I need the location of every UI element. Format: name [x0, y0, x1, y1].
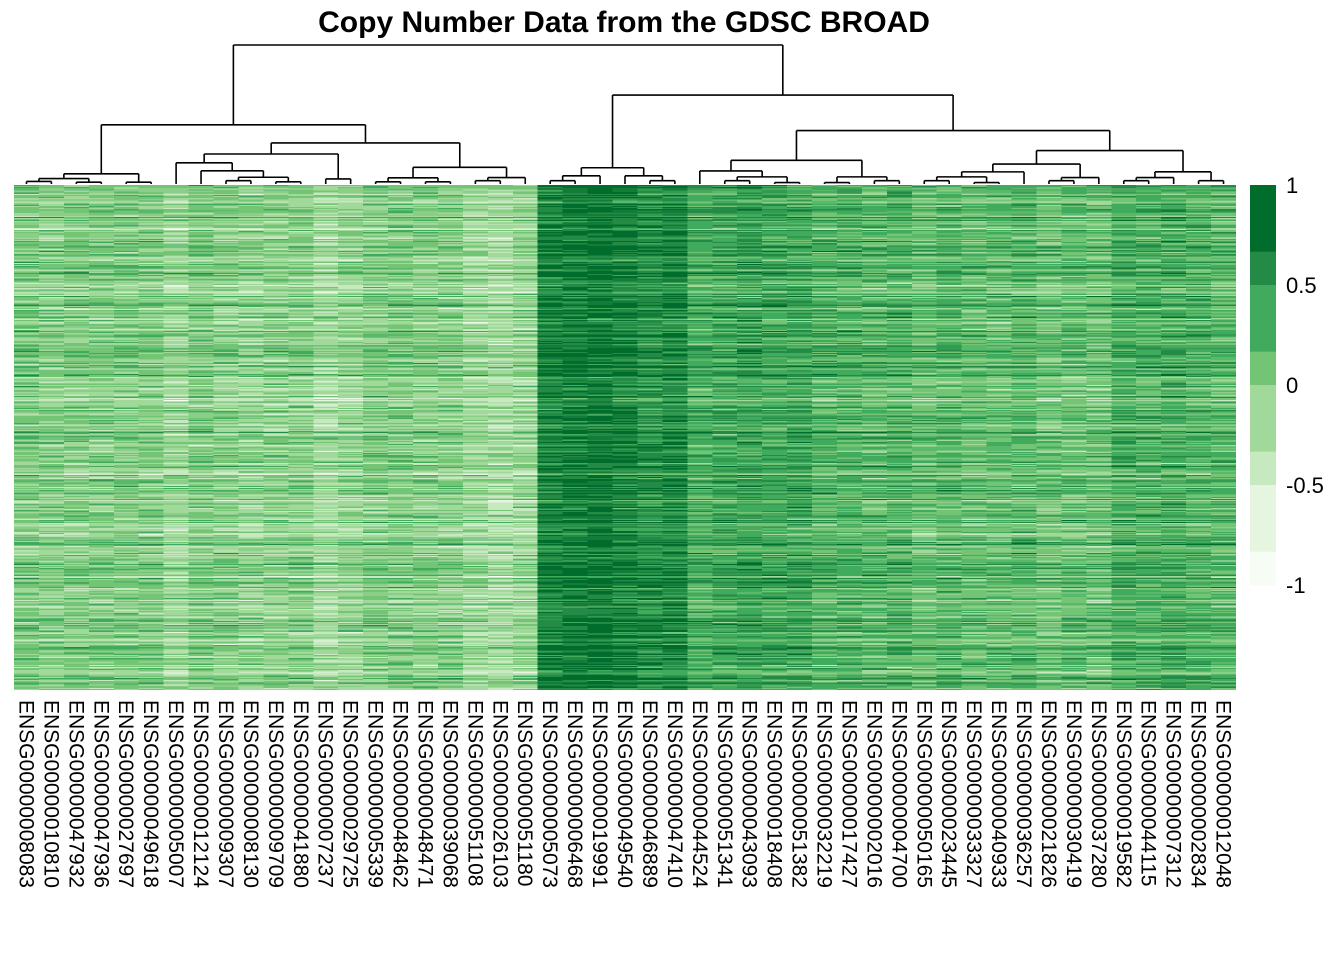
column-label: ENSG00000047932 [64, 700, 87, 888]
heatmap-cells-image [14, 185, 1236, 690]
column-label: ENSG00000021826 [1037, 700, 1060, 888]
column-label: ENSG00000046889 [638, 700, 661, 888]
colorbar-segment [1250, 318, 1276, 353]
column-label: ENSG00000010810 [39, 700, 62, 888]
column-label: ENSG00000044115 [1137, 700, 1160, 886]
column-label: ENSG00000048471 [413, 700, 436, 888]
column-label: ENSG00000050165 [912, 700, 935, 888]
column-label: ENSG00000051108 [463, 700, 486, 886]
column-dendrogram [25, 44, 1225, 184]
column-label: ENSG00000040933 [987, 700, 1010, 888]
column-label: ENSG00000029725 [339, 700, 362, 888]
column-label: ENSG00000002016 [862, 700, 885, 888]
column-labels: ENSG00000008083 ENSG00000010810 ENSG000000… [14, 700, 1234, 888]
colorbar-segment [1250, 218, 1276, 253]
column-label: ENSG00000047936 [89, 700, 112, 888]
column-label: ENSG00000007237 [314, 700, 337, 888]
colorbar-segment [1250, 518, 1276, 553]
colorbar-segment [1250, 451, 1276, 486]
column-label: ENSG00000051180 [513, 700, 536, 886]
column-label: ENSG00000027697 [114, 700, 137, 888]
column-label: ENSG00000017427 [837, 700, 860, 888]
column-label: ENSG00000005339 [364, 700, 387, 888]
column-label: ENSG00000012048 [1212, 700, 1235, 888]
column-label: ENSG00000047410 [663, 700, 686, 888]
colorbar-tick-label: -0.5 [1286, 473, 1324, 498]
colorbar-tick-label: 0 [1286, 373, 1298, 398]
column-label: ENSG00000005007 [164, 700, 187, 888]
column-label: ENSG00000002834 [1187, 700, 1210, 888]
column-label: ENSG00000023445 [937, 700, 960, 888]
column-label: ENSG00000033327 [962, 700, 985, 888]
colorbar-legend: 1 0.5 0 -0.5 -1 [1250, 173, 1324, 598]
chart-title: Copy Number Data from the GDSC BROAD [318, 6, 930, 39]
column-label: ENSG00000043093 [738, 700, 761, 888]
column-label: ENSG00000006468 [563, 700, 586, 888]
column-label: ENSG00000051341 [713, 700, 736, 888]
column-label: ENSG00000004700 [887, 700, 910, 888]
heatmap-grid [14, 185, 1236, 690]
column-label: ENSG00000012124 [189, 700, 212, 888]
colorbar-tick-label: -1 [1286, 573, 1306, 598]
column-label: ENSG00000008130 [239, 700, 262, 888]
column-label: ENSG00000049540 [613, 700, 636, 888]
colorbar-segment [1250, 285, 1276, 319]
column-label: ENSG00000032219 [813, 700, 836, 888]
column-label: ENSG00000030419 [1062, 700, 1085, 888]
column-label: ENSG00000037280 [1087, 700, 1110, 888]
column-label: ENSG00000007312 [1162, 700, 1185, 888]
column-label: ENSG00000049618 [139, 700, 162, 888]
colorbar-segment [1250, 551, 1276, 586]
column-label: ENSG00000019582 [1112, 700, 1135, 888]
colorbar-segment [1250, 351, 1276, 386]
colorbar-tick-label: 1 [1286, 173, 1298, 198]
colorbar-segment [1250, 251, 1276, 286]
column-label: ENSG00000009307 [214, 700, 237, 888]
colorbar-segment [1250, 418, 1276, 453]
column-label: ENSG00000005073 [538, 700, 561, 888]
colorbar-segment [1250, 485, 1276, 519]
column-label: ENSG00000008083 [14, 700, 37, 888]
column-label: ENSG00000036257 [1012, 700, 1035, 888]
column-label: ENSG00000048462 [389, 700, 412, 888]
column-label: ENSG00000009709 [264, 700, 287, 888]
column-label: ENSG00000019991 [588, 700, 611, 888]
column-label: ENSG00000026103 [488, 700, 511, 888]
column-label: ENSG00000039068 [438, 700, 461, 888]
column-label: ENSG00000051382 [788, 700, 811, 888]
colorbar-segment [1250, 185, 1276, 219]
colorbar-segment [1250, 385, 1276, 419]
column-label: ENSG00000044524 [688, 700, 711, 888]
column-label: ENSG00000018408 [763, 700, 786, 888]
column-label: ENSG00000041880 [289, 700, 312, 888]
colorbar-tick-label: 0.5 [1286, 273, 1317, 298]
